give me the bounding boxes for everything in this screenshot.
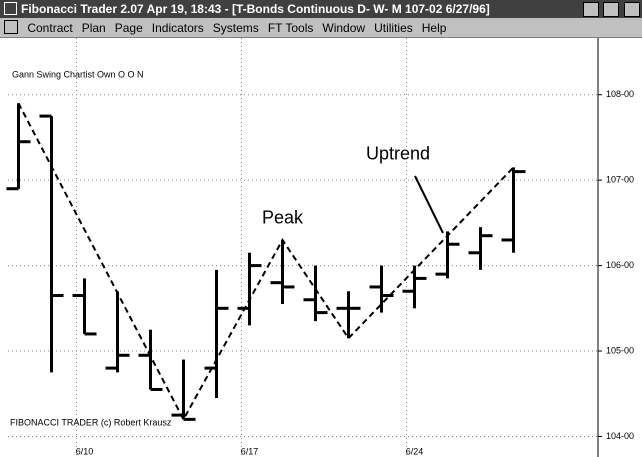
title-bar: Fibonacci Trader 2.07 Apr 19, 18:43 - [T… <box>0 0 642 18</box>
menu-item[interactable]: Utilities <box>374 21 413 35</box>
menu-item[interactable]: Systems <box>212 21 259 35</box>
x-tick-label: 6/10 <box>76 446 94 456</box>
menu-item[interactable]: Indicators <box>151 21 204 35</box>
menu-item[interactable]: FT Tools <box>267 21 314 35</box>
menu-item[interactable]: Contract <box>27 21 73 35</box>
menu-item[interactable]: Window <box>322 21 366 35</box>
swing-line <box>17 102 515 422</box>
menu-bar: Contract Plan Page Indicators Systems FT Tool… <box>0 19 642 38</box>
annotation: Peak <box>262 207 304 227</box>
window-controls <box>583 2 640 22</box>
footer: FIBONACCI TRADER (c) Robert Krausz <box>10 417 172 427</box>
chart: Gann Swing Chartist Own O O N FIBONACCI … <box>0 38 642 457</box>
x-tick-label: 6/24 <box>406 446 424 456</box>
close-button[interactable] <box>624 2 640 17</box>
menu-item[interactable]: Plan <box>81 21 106 35</box>
menu-item[interactable]: Help <box>421 21 447 35</box>
menu-item[interactable]: Page <box>114 21 143 35</box>
maximize-button[interactable] <box>602 2 619 17</box>
window-title: Fibonacci Trader 2.07 Apr 19, 18:43 - [T… <box>21 2 490 16</box>
annotation: Uptrend <box>366 143 430 163</box>
y-tick-label: 108-00 <box>606 89 634 99</box>
app-icon <box>4 2 17 15</box>
y-tick-label: 105-00 <box>606 345 634 355</box>
y-tick-label: 106-00 <box>606 260 634 270</box>
y-tick-label: 104-00 <box>606 431 634 441</box>
minimize-button[interactable] <box>583 2 600 17</box>
doc-icon <box>4 20 18 34</box>
y-tick-label: 107-00 <box>606 175 634 185</box>
x-tick-label: 6/17 <box>241 446 259 456</box>
chart-background <box>0 38 642 457</box>
annotation-pointer <box>414 175 444 234</box>
chart-title: Gann Swing Chartist Own O O N <box>12 69 144 79</box>
